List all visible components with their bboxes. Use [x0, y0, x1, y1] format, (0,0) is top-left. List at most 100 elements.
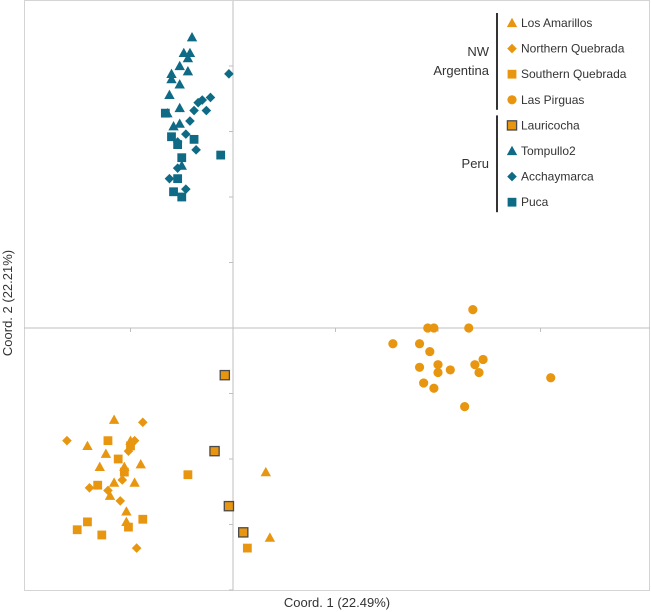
point-lauricocha — [219, 369, 231, 381]
point-puca — [177, 192, 187, 202]
point-las-pirguas — [414, 339, 425, 349]
series-southern-quebrada — [72, 436, 252, 553]
point-puca — [160, 108, 170, 118]
point-tompullo2 — [164, 89, 175, 99]
point-southern-quebrada — [83, 517, 92, 527]
point-las-pirguas — [414, 362, 425, 372]
legend-marker-los-amarillos — [506, 17, 518, 28]
point-puca — [173, 174, 183, 184]
point-las-pirguas — [470, 360, 480, 370]
point-northern-quebrada — [117, 475, 128, 485]
point-northern-quebrada — [62, 435, 72, 446]
point-northern-quebrada — [131, 543, 142, 553]
point-southern-quebrada — [119, 467, 129, 477]
point-southern-quebrada — [97, 530, 107, 540]
point-lauricocha — [209, 445, 220, 457]
point-las-pirguas — [429, 383, 439, 393]
legend-marker-lauricocha — [506, 120, 518, 131]
point-northern-quebrada — [115, 496, 126, 506]
legend-marker-northern-quebrada — [507, 43, 517, 54]
point-northern-quebrada — [84, 483, 95, 493]
legend-group-label: Peru — [462, 156, 489, 171]
point-acchaymarca — [189, 105, 199, 116]
point-lauricocha — [237, 527, 249, 538]
series-northern-quebrada — [62, 417, 148, 553]
point-southern-quebrada — [93, 480, 103, 490]
point-los-amarillos — [94, 461, 105, 472]
point-los-amarillos — [108, 414, 120, 424]
point-acchaymarca — [191, 145, 201, 155]
legend-group-label: Argentina — [433, 63, 489, 78]
point-northern-quebrada — [103, 485, 113, 496]
point-los-amarillos — [129, 477, 140, 487]
point-lauricocha — [223, 500, 235, 512]
point-las-pirguas — [419, 378, 429, 388]
point-las-pirguas — [388, 339, 398, 349]
legend-group-0: Los Amarillos Northern Quebrada Southern Q… — [433, 13, 627, 110]
point-las-pirguas — [478, 354, 488, 365]
point-tompullo2 — [166, 73, 177, 84]
point-tompullo2 — [174, 60, 185, 71]
point-southern-quebrada — [126, 441, 135, 451]
point-las-pirguas — [460, 402, 470, 412]
point-southern-quebrada — [124, 522, 133, 532]
point-southern-quebrada — [242, 543, 252, 553]
point-los-amarillos — [264, 532, 276, 542]
point-las-pirguas — [474, 367, 484, 378]
point-los-amarillos — [108, 477, 120, 487]
point-northern-quebrada — [123, 446, 134, 456]
legend-marker-southern-quebrada — [507, 69, 517, 79]
point-tompullo2 — [166, 68, 177, 79]
legend-marker-puca — [507, 197, 517, 207]
point-las-pirguas — [445, 365, 455, 375]
point-puca — [173, 140, 183, 149]
legend-label-lauricocha: Lauricocha — [521, 118, 580, 132]
point-northern-quebrada — [138, 417, 148, 428]
point-acchaymarca — [181, 184, 191, 194]
legend-label-puca: Puca — [521, 195, 549, 209]
point-puca — [189, 134, 199, 144]
point-los-amarillos — [100, 448, 112, 458]
point-los-amarillos — [260, 466, 271, 477]
legend-group-label: NW — [467, 44, 489, 59]
legend-marker-las-pirguas — [507, 95, 517, 105]
point-acchaymarca — [181, 129, 191, 139]
point-tompullo2 — [174, 79, 185, 89]
point-los-amarillos — [82, 440, 93, 451]
x-axis-title: Coord. 1 (22.49%) — [284, 595, 390, 610]
point-southern-quebrada — [72, 525, 82, 535]
point-las-pirguas — [429, 323, 439, 333]
point-las-pirguas — [433, 367, 443, 378]
point-acchaymarca — [172, 163, 183, 173]
point-tompullo2 — [168, 121, 179, 131]
point-las-pirguas — [468, 305, 478, 315]
legend-label-las-pirguas: Las Pirguas — [521, 93, 584, 107]
point-las-pirguas — [425, 346, 435, 357]
point-southern-quebrada — [183, 470, 193, 480]
point-puca — [177, 153, 187, 163]
point-las-pirguas — [464, 323, 474, 333]
data-points — [62, 31, 556, 553]
point-acchaymarca — [193, 97, 203, 108]
point-northern-quebrada — [129, 435, 140, 446]
series-las-pirguas — [388, 305, 556, 412]
point-tompullo2 — [186, 31, 198, 42]
point-acchaymarca — [201, 105, 212, 116]
legend-label-southern-quebrada: Southern Quebrada — [521, 67, 627, 81]
point-tompullo2 — [182, 66, 194, 76]
plot-area-border — [24, 0, 650, 591]
series-lauricocha — [209, 369, 249, 538]
point-acchaymarca — [185, 116, 195, 126]
series-puca — [160, 108, 226, 202]
y-axis-title: Coord. 2 (22.21%) — [0, 250, 15, 356]
point-los-amarillos — [135, 459, 146, 469]
legend-marker-tompullo2 — [506, 145, 518, 156]
legend-label-tompullo2: Tompullo2 — [521, 144, 576, 158]
legend-label-los-amarillos: Los Amarillos — [521, 16, 592, 30]
point-southern-quebrada — [138, 514, 148, 524]
point-puca — [167, 132, 176, 142]
legend: Los Amarillos Northern Quebrada Southern Q… — [433, 13, 627, 213]
point-southern-quebrada — [103, 436, 113, 446]
legend-label-northern-quebrada: Northern Quebrada — [521, 42, 625, 56]
